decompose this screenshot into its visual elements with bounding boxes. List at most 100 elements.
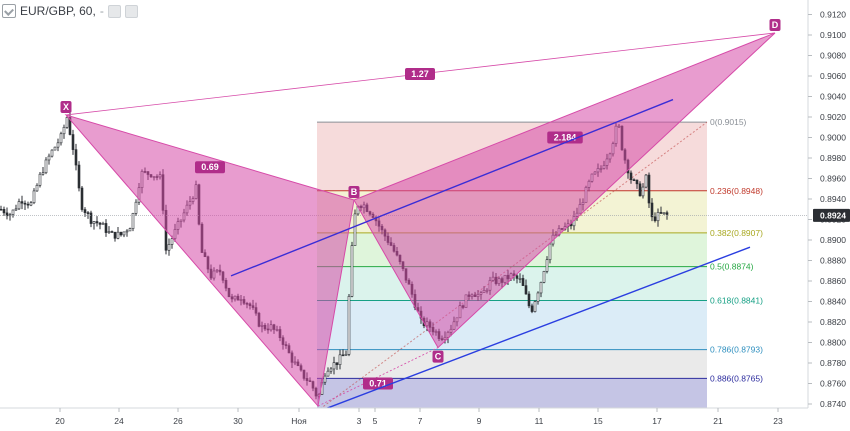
price-label: 0.8820 — [820, 317, 846, 327]
upper-trend-line[interactable] — [230, 98, 674, 277]
candle-body — [329, 368, 333, 372]
fib-level-label: 0.786(0.8793) — [710, 345, 763, 355]
time-label: Ноя — [291, 416, 307, 426]
time-label: 30 — [233, 416, 243, 426]
pattern-point-d[interactable]: D — [769, 18, 781, 31]
candle-body — [524, 285, 528, 295]
fib-level-label: 0.5(0.8874) — [710, 262, 754, 272]
pattern-ratio-label: 2.184 — [547, 131, 583, 144]
time-label: 26 — [173, 416, 183, 426]
candle-body — [0, 208, 3, 211]
symbol-title[interactable]: EUR/GBP, 60, — [20, 4, 96, 18]
time-label: 17 — [652, 416, 662, 426]
time-label: 3 — [357, 416, 362, 426]
candle-body — [632, 179, 636, 181]
candle-body — [338, 354, 342, 366]
candle-body — [332, 362, 336, 370]
candle-body — [515, 275, 519, 279]
price-label: 0.9000 — [820, 133, 846, 143]
settings-icon[interactable] — [107, 4, 121, 18]
candle-body — [662, 212, 666, 214]
pattern-ratio-label: 1.27 — [405, 67, 435, 80]
time-label: 21 — [713, 416, 723, 426]
pattern-point-c[interactable]: C — [432, 350, 444, 363]
time-axis[interactable]: 20 24 26 30 Ноя 3 5 7 9 11 15 17 21 23 — [0, 407, 850, 431]
price-label: 0.8860 — [820, 276, 846, 286]
candle-body — [641, 186, 645, 197]
bcd-triangle[interactable] — [353, 32, 776, 349]
candle-body — [95, 221, 99, 224]
time-label: 24 — [114, 416, 124, 426]
candle-body — [86, 212, 90, 214]
candle-body — [77, 164, 81, 189]
price-label: 0.8800 — [820, 338, 846, 348]
time-label: 20 — [55, 416, 65, 426]
symbol-collapse-icon[interactable] — [2, 4, 16, 18]
pattern-point-b[interactable]: B — [348, 186, 360, 199]
price-label: 0.8980 — [820, 153, 846, 163]
fib-zone — [317, 300, 707, 350]
candle-body — [44, 159, 48, 174]
candle-body — [521, 278, 525, 286]
candle-body — [170, 238, 174, 245]
fib-level-label: 0.382(0.8907) — [710, 228, 763, 238]
svg-text:1.27: 1.27 — [411, 69, 429, 79]
xab-triangle[interactable] — [64, 113, 355, 408]
current-price-value: 0.8924 — [820, 210, 846, 220]
candle-body — [530, 305, 534, 312]
candle-body — [536, 292, 540, 302]
price-label: 0.8740 — [820, 399, 846, 409]
candle-body — [2, 209, 6, 214]
candle-body — [326, 370, 330, 377]
candle-body — [644, 174, 648, 188]
candle-body — [56, 142, 60, 148]
pattern-ratio-label: 0.69 — [195, 161, 225, 174]
candle-body — [518, 278, 522, 280]
chart-legend-toolbar: EUR/GBP, 60, - — [0, 0, 144, 22]
candle-body — [653, 216, 657, 222]
candle-body — [350, 245, 354, 297]
price-label: 0.8760 — [820, 379, 846, 389]
price-label: 0.9120 — [820, 10, 846, 20]
fib-level-label: 0.618(0.8841) — [710, 295, 763, 305]
price-label: 0.9020 — [820, 112, 846, 122]
candle-body — [26, 203, 30, 206]
candle-body — [341, 354, 345, 357]
candle-body — [35, 184, 39, 192]
candle-body — [650, 202, 654, 218]
trend-channel[interactable] — [230, 98, 751, 418]
lower-trend-line[interactable] — [302, 246, 751, 418]
candle-body — [659, 212, 663, 214]
price-axis[interactable]: 0.9120 0.9100 0.9080 0.9060 0.9040 0.9020 0.90… — [807, 0, 850, 431]
candle-body — [629, 172, 633, 180]
price-label: 0.8960 — [820, 174, 846, 184]
time-label: 11 — [535, 416, 544, 426]
candle-body — [113, 231, 117, 239]
candle-body — [323, 375, 327, 383]
candle-body — [20, 201, 24, 204]
time-label: 5 — [373, 416, 378, 426]
price-label: 0.8840 — [820, 297, 846, 307]
candle-body — [647, 174, 651, 204]
fib-level-label: 0(0.9015) — [710, 117, 747, 127]
candle-body — [83, 209, 87, 213]
candle-body — [122, 231, 126, 236]
pattern-point-x[interactable]: X — [60, 100, 72, 113]
candle-body — [59, 133, 63, 144]
hide-icon[interactable] — [124, 4, 138, 18]
svg-text:C: C — [435, 352, 442, 362]
candle-body — [638, 183, 642, 197]
pattern-ratio-label: 0.71 — [363, 377, 393, 390]
price-label: 0.9080 — [820, 51, 846, 61]
time-label: 7 — [418, 416, 423, 426]
price-label: 0.8900 — [820, 235, 846, 245]
candle-body — [539, 282, 543, 294]
candle-body — [17, 201, 21, 210]
candle-body — [53, 146, 57, 151]
candle-body — [62, 126, 66, 135]
candle-body — [656, 212, 660, 222]
candle-body — [119, 231, 123, 236]
legend-dash: - — [99, 4, 104, 18]
